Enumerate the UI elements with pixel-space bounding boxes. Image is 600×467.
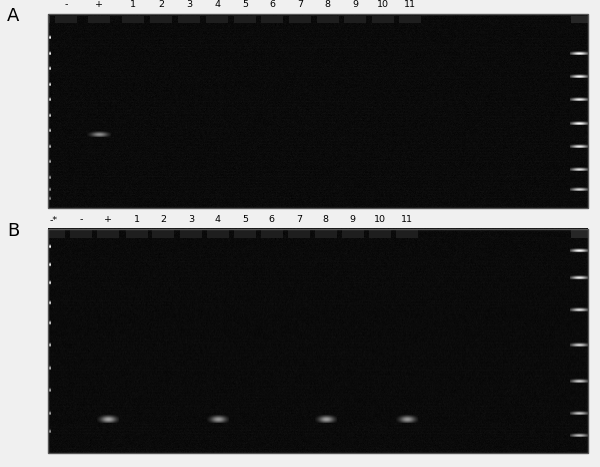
Text: 3: 3 — [186, 0, 192, 9]
Text: 10: 10 — [377, 0, 389, 9]
Text: -: - — [79, 215, 83, 224]
Bar — [48, 14, 588, 208]
Text: +: + — [95, 0, 103, 9]
Text: 4: 4 — [214, 0, 220, 9]
Text: 11: 11 — [401, 215, 413, 224]
Text: 11: 11 — [404, 0, 416, 9]
Text: 7: 7 — [296, 215, 302, 224]
Text: -*: -* — [50, 215, 58, 224]
Text: 6: 6 — [269, 215, 275, 224]
Text: 6: 6 — [269, 0, 275, 9]
Text: 5: 5 — [242, 215, 248, 224]
Text: B: B — [7, 222, 19, 240]
Text: 8: 8 — [325, 0, 331, 9]
Text: 1: 1 — [134, 215, 140, 224]
Text: 3: 3 — [188, 215, 194, 224]
Text: 7: 7 — [297, 0, 303, 9]
Text: -: - — [64, 0, 68, 9]
Text: +: + — [104, 215, 112, 224]
Text: A: A — [7, 7, 20, 25]
Text: 2: 2 — [160, 215, 166, 224]
Text: 2: 2 — [158, 0, 164, 9]
Text: 1: 1 — [130, 0, 136, 9]
Text: 8: 8 — [323, 215, 329, 224]
Text: 4: 4 — [215, 215, 221, 224]
Text: 5: 5 — [242, 0, 248, 9]
Text: 10: 10 — [374, 215, 386, 224]
Bar — [48, 229, 588, 453]
Text: 9: 9 — [350, 215, 356, 224]
Text: 9: 9 — [352, 0, 358, 9]
